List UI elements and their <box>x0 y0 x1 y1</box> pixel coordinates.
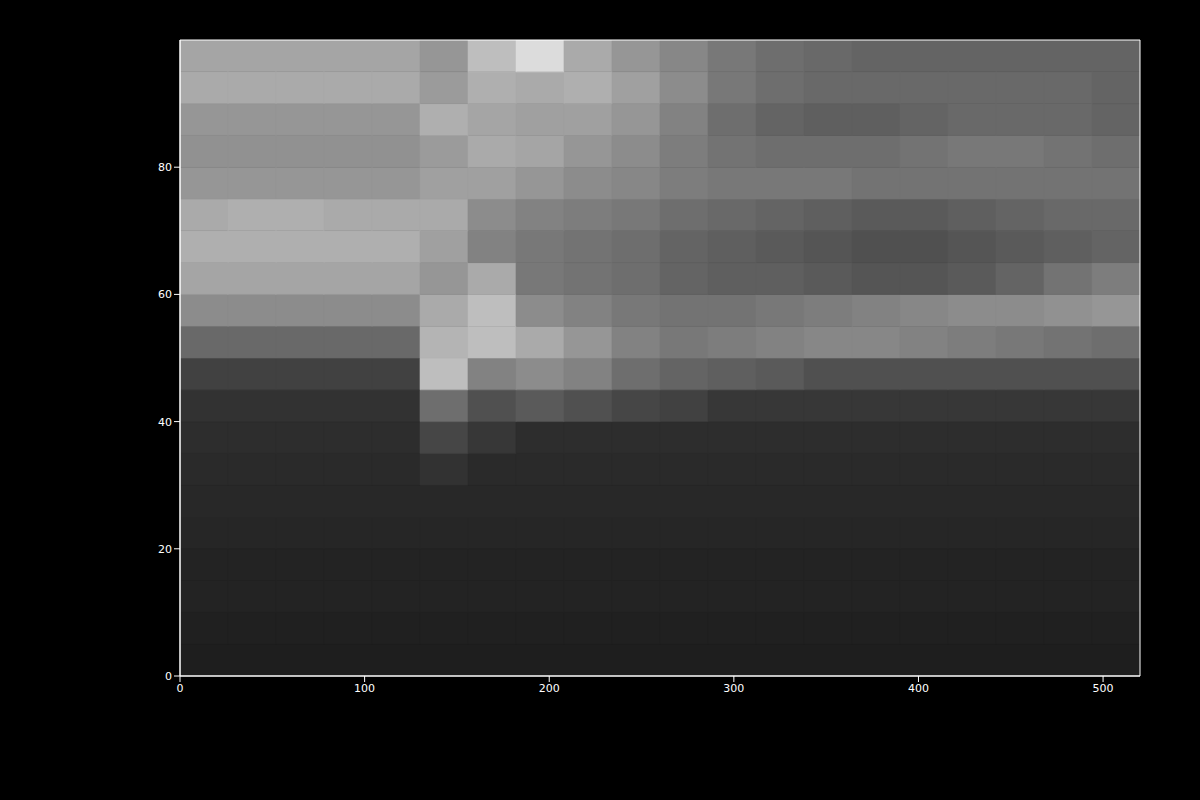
svg-text:300: 300 <box>723 682 744 695</box>
svg-text:400: 400 <box>908 682 929 695</box>
svg-text:0: 0 <box>165 670 172 683</box>
svg-text:100: 100 <box>354 682 375 695</box>
svg-text:20: 20 <box>158 543 172 556</box>
svg-text:80: 80 <box>158 161 172 174</box>
svg-text:500: 500 <box>1093 682 1114 695</box>
svg-text:40: 40 <box>158 416 172 429</box>
svg-text:60: 60 <box>158 288 172 301</box>
svg-text:0: 0 <box>177 682 184 695</box>
svg-text:200: 200 <box>539 682 560 695</box>
